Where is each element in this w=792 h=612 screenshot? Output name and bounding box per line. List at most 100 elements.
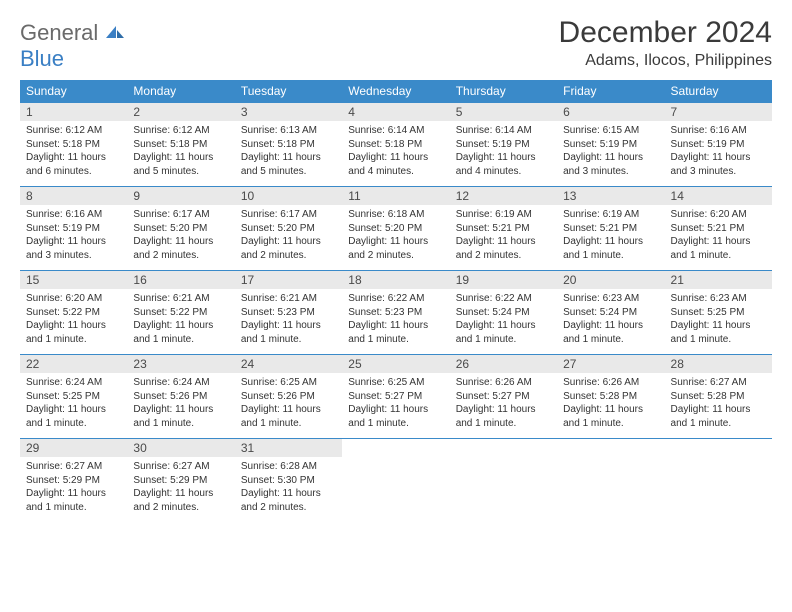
- sunrise-text: Sunrise: 6:16 AM: [26, 208, 121, 222]
- day-details: Sunrise: 6:14 AMSunset: 5:19 PMDaylight:…: [450, 121, 557, 187]
- daylight-text: Daylight: 11 hours and 4 minutes.: [348, 151, 443, 178]
- sunset-text: Sunset: 5:29 PM: [133, 474, 228, 488]
- sunset-text: Sunset: 5:28 PM: [563, 390, 658, 404]
- daylight-text: Daylight: 11 hours and 1 minute.: [133, 319, 228, 346]
- day-number: 22: [20, 355, 127, 374]
- sunset-text: Sunset: 5:18 PM: [348, 138, 443, 152]
- sunset-text: Sunset: 5:19 PM: [671, 138, 766, 152]
- sunrise-text: Sunrise: 6:28 AM: [241, 460, 336, 474]
- day-number: 15: [20, 271, 127, 290]
- week-detail-row: Sunrise: 6:24 AMSunset: 5:25 PMDaylight:…: [20, 373, 772, 439]
- sunset-text: Sunset: 5:25 PM: [26, 390, 121, 404]
- daylight-text: Daylight: 11 hours and 3 minutes.: [563, 151, 658, 178]
- sunrise-text: Sunrise: 6:24 AM: [133, 376, 228, 390]
- daylight-text: Daylight: 11 hours and 2 minutes.: [241, 235, 336, 262]
- day-number: 10: [235, 187, 342, 206]
- day-number: [557, 439, 664, 458]
- day-details: Sunrise: 6:24 AMSunset: 5:26 PMDaylight:…: [127, 373, 234, 439]
- day-of-week-header: Sunday: [20, 80, 127, 103]
- day-number: 9: [127, 187, 234, 206]
- day-number: 12: [450, 187, 557, 206]
- day-details: Sunrise: 6:23 AMSunset: 5:24 PMDaylight:…: [557, 289, 664, 355]
- daylight-text: Daylight: 11 hours and 1 minute.: [563, 235, 658, 262]
- day-number: 7: [665, 103, 772, 122]
- day-details: Sunrise: 6:20 AMSunset: 5:21 PMDaylight:…: [665, 205, 772, 271]
- day-details: Sunrise: 6:27 AMSunset: 5:28 PMDaylight:…: [665, 373, 772, 439]
- sunset-text: Sunset: 5:18 PM: [133, 138, 228, 152]
- sunrise-text: Sunrise: 6:17 AM: [241, 208, 336, 222]
- header: General Blue December 2024 Adams, Ilocos…: [20, 16, 772, 72]
- daylight-text: Daylight: 11 hours and 2 minutes.: [133, 487, 228, 514]
- day-details: Sunrise: 6:24 AMSunset: 5:25 PMDaylight:…: [20, 373, 127, 439]
- daylight-text: Daylight: 11 hours and 1 minute.: [26, 403, 121, 430]
- day-details: Sunrise: 6:26 AMSunset: 5:27 PMDaylight:…: [450, 373, 557, 439]
- logo-text: General Blue: [20, 20, 124, 72]
- logo-word-1: General: [20, 20, 98, 45]
- day-details: Sunrise: 6:28 AMSunset: 5:30 PMDaylight:…: [235, 457, 342, 522]
- day-details: Sunrise: 6:13 AMSunset: 5:18 PMDaylight:…: [235, 121, 342, 187]
- sunrise-text: Sunrise: 6:23 AM: [671, 292, 766, 306]
- sunrise-text: Sunrise: 6:18 AM: [348, 208, 443, 222]
- daylight-text: Daylight: 11 hours and 2 minutes.: [241, 487, 336, 514]
- day-details: [665, 457, 772, 522]
- day-number: 26: [450, 355, 557, 374]
- day-details: Sunrise: 6:17 AMSunset: 5:20 PMDaylight:…: [235, 205, 342, 271]
- sunset-text: Sunset: 5:24 PM: [563, 306, 658, 320]
- day-number: [665, 439, 772, 458]
- day-details: Sunrise: 6:21 AMSunset: 5:22 PMDaylight:…: [127, 289, 234, 355]
- day-details: Sunrise: 6:14 AMSunset: 5:18 PMDaylight:…: [342, 121, 449, 187]
- sunset-text: Sunset: 5:20 PM: [241, 222, 336, 236]
- daylight-text: Daylight: 11 hours and 1 minute.: [563, 403, 658, 430]
- sunset-text: Sunset: 5:27 PM: [456, 390, 551, 404]
- day-number: 17: [235, 271, 342, 290]
- day-number: 8: [20, 187, 127, 206]
- sunset-text: Sunset: 5:19 PM: [26, 222, 121, 236]
- sunrise-text: Sunrise: 6:16 AM: [671, 124, 766, 138]
- day-details: Sunrise: 6:25 AMSunset: 5:26 PMDaylight:…: [235, 373, 342, 439]
- day-number: 29: [20, 439, 127, 458]
- sunset-text: Sunset: 5:21 PM: [456, 222, 551, 236]
- week-number-row: 1234567: [20, 103, 772, 122]
- day-number: 4: [342, 103, 449, 122]
- week-detail-row: Sunrise: 6:27 AMSunset: 5:29 PMDaylight:…: [20, 457, 772, 522]
- daylight-text: Daylight: 11 hours and 1 minute.: [563, 319, 658, 346]
- logo-sail-icon: [106, 26, 124, 40]
- sunset-text: Sunset: 5:26 PM: [133, 390, 228, 404]
- day-of-week-header: Thursday: [450, 80, 557, 103]
- sunset-text: Sunset: 5:19 PM: [456, 138, 551, 152]
- daylight-text: Daylight: 11 hours and 1 minute.: [671, 235, 766, 262]
- daylight-text: Daylight: 11 hours and 2 minutes.: [456, 235, 551, 262]
- sunset-text: Sunset: 5:19 PM: [563, 138, 658, 152]
- sunrise-text: Sunrise: 6:22 AM: [348, 292, 443, 306]
- day-details: [342, 457, 449, 522]
- sunrise-text: Sunrise: 6:25 AM: [241, 376, 336, 390]
- sunset-text: Sunset: 5:23 PM: [241, 306, 336, 320]
- week-detail-row: Sunrise: 6:20 AMSunset: 5:22 PMDaylight:…: [20, 289, 772, 355]
- day-number: 21: [665, 271, 772, 290]
- day-number: 6: [557, 103, 664, 122]
- day-number: 28: [665, 355, 772, 374]
- sunset-text: Sunset: 5:20 PM: [133, 222, 228, 236]
- sunrise-text: Sunrise: 6:23 AM: [563, 292, 658, 306]
- day-number: 3: [235, 103, 342, 122]
- day-details: [557, 457, 664, 522]
- daylight-text: Daylight: 11 hours and 3 minutes.: [26, 235, 121, 262]
- daylight-text: Daylight: 11 hours and 1 minute.: [348, 319, 443, 346]
- daylight-text: Daylight: 11 hours and 1 minute.: [241, 403, 336, 430]
- day-number: 1: [20, 103, 127, 122]
- daylight-text: Daylight: 11 hours and 1 minute.: [456, 319, 551, 346]
- day-details: Sunrise: 6:16 AMSunset: 5:19 PMDaylight:…: [665, 121, 772, 187]
- sunset-text: Sunset: 5:30 PM: [241, 474, 336, 488]
- day-details: Sunrise: 6:12 AMSunset: 5:18 PMDaylight:…: [127, 121, 234, 187]
- day-number: 13: [557, 187, 664, 206]
- title-block: December 2024 Adams, Ilocos, Philippines: [559, 16, 772, 70]
- day-details: Sunrise: 6:25 AMSunset: 5:27 PMDaylight:…: [342, 373, 449, 439]
- sunset-text: Sunset: 5:18 PM: [26, 138, 121, 152]
- sunrise-text: Sunrise: 6:19 AM: [456, 208, 551, 222]
- sunrise-text: Sunrise: 6:24 AM: [26, 376, 121, 390]
- day-details: Sunrise: 6:22 AMSunset: 5:23 PMDaylight:…: [342, 289, 449, 355]
- sunrise-text: Sunrise: 6:27 AM: [26, 460, 121, 474]
- day-details: Sunrise: 6:27 AMSunset: 5:29 PMDaylight:…: [20, 457, 127, 522]
- sunrise-text: Sunrise: 6:19 AM: [563, 208, 658, 222]
- daylight-text: Daylight: 11 hours and 3 minutes.: [671, 151, 766, 178]
